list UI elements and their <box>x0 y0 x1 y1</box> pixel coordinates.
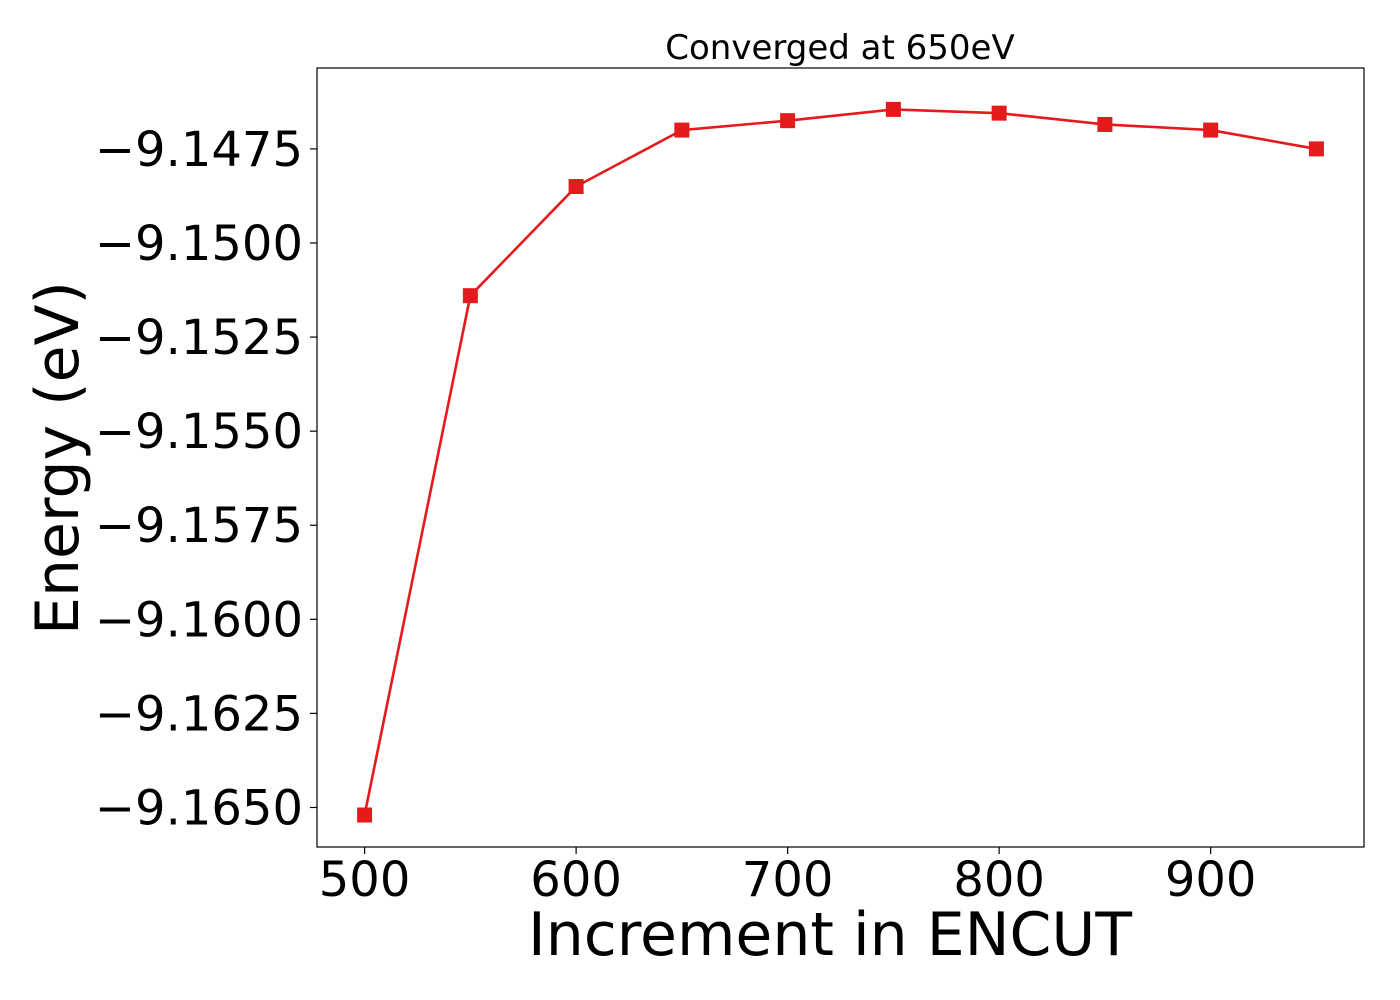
data-point-marker <box>780 113 796 129</box>
y-tick-label: −9.1650 <box>95 780 303 836</box>
data-point-marker <box>991 105 1007 121</box>
x-axis-label: Increment in ENCUT <box>528 900 1132 970</box>
series-line <box>363 108 1317 816</box>
y-tick-label: −9.1575 <box>95 498 303 554</box>
data-point-marker <box>568 179 584 195</box>
y-tick-label: −9.1525 <box>95 310 303 366</box>
x-axis-ticks: 500 600 700 800 900 <box>319 847 1257 908</box>
y-tick-label: −9.1550 <box>95 404 303 460</box>
data-point-marker <box>1203 122 1219 138</box>
data-point-marker <box>462 288 478 304</box>
data-point-marker <box>1097 116 1113 132</box>
data-point-marker <box>1308 141 1324 157</box>
y-axis-label: Energy (eV) <box>23 281 93 635</box>
data-point-marker <box>885 101 901 117</box>
data-point-marker <box>357 807 373 823</box>
chart-title: Converged at 650eV <box>665 28 1014 68</box>
y-tick-label: −9.1500 <box>95 216 303 272</box>
x-tick-label: 600 <box>530 852 622 908</box>
x-tick-label: 900 <box>1165 852 1257 908</box>
y-tick-label: −9.1600 <box>95 592 303 648</box>
x-tick-label: 700 <box>742 852 834 908</box>
y-tick-label: −9.1475 <box>95 122 303 178</box>
x-tick-label: 500 <box>319 852 411 908</box>
plot-frame <box>316 67 1365 848</box>
x-tick-label: 800 <box>953 852 1045 908</box>
series-markers <box>357 101 1324 823</box>
y-axis-ticks: −9.1650 −9.1625 −9.1600 −9.1575 −9.1550 −9.15… <box>95 122 317 836</box>
data-point-marker <box>674 122 690 138</box>
y-tick-label: −9.1625 <box>95 686 303 742</box>
